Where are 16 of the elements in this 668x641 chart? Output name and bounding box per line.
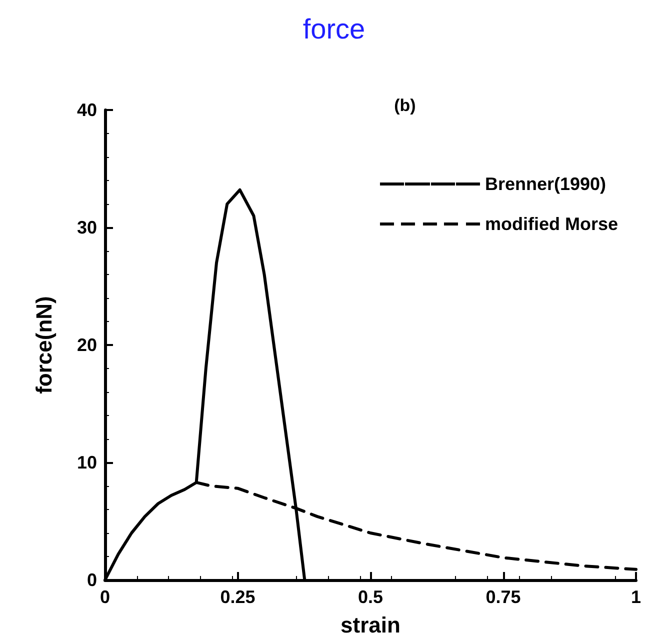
x-tick-label: 0 [100,587,110,607]
x-tick-label: 1 [630,587,642,607]
x-tick-label: 0.25 [220,587,256,607]
chart-title: force [302,14,366,44]
y-tick-label: 20 [76,335,97,355]
y-axis-title: force(nN) [32,296,56,394]
legend-label: modified Morse [484,214,618,234]
y-tick-label: 40 [76,100,97,120]
y-tick-label: 0 [86,570,97,590]
x-tick-label: 0.75 [486,587,521,607]
x-axis-title: strain [340,612,400,638]
y-tick-label: 10 [76,452,97,472]
x-tick-label: 0.5 [358,587,384,607]
chart-subtitle: (b) [394,96,416,115]
y-tick-label: 30 [76,218,97,238]
legend-label: Brenner(1990) [484,174,606,194]
